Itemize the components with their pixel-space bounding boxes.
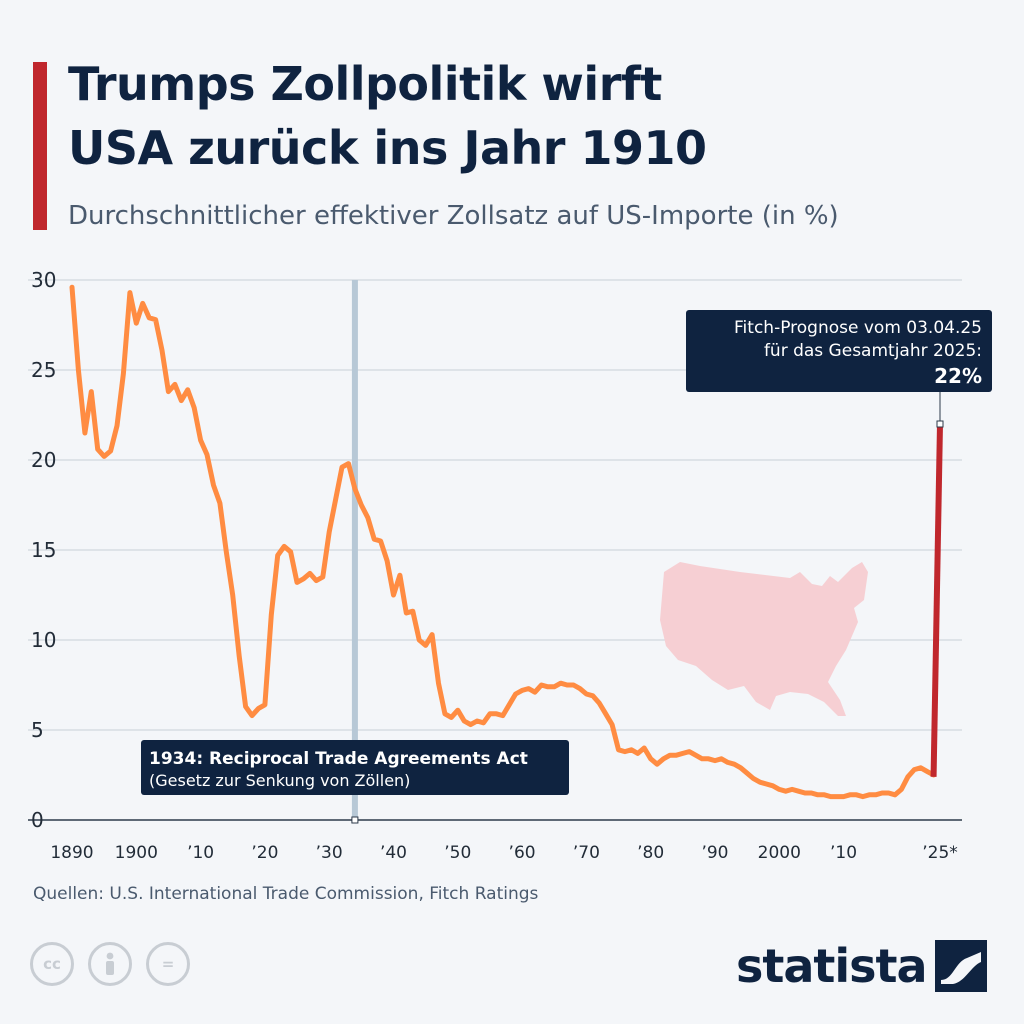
rtaa-anchor-marker bbox=[351, 816, 359, 824]
series-layer bbox=[69, 284, 943, 800]
x-tick-label: ’10 bbox=[187, 843, 214, 863]
line-chart: 0 5 10 15 20 25 30 1890 1900 ’10 ’20 ’30 ’40 ’50 ’60 ’… bbox=[28, 268, 992, 863]
creative-commons-icon[interactable]: cc bbox=[30, 942, 74, 986]
fitch-callout-value: 22% bbox=[934, 364, 982, 388]
y-tick-label: 25 bbox=[31, 358, 56, 382]
x-tick-label: ’70 bbox=[573, 843, 600, 863]
statista-logo-icon bbox=[934, 940, 987, 992]
chart-title: Trumps Zollpolitik wirft USA zurück ins … bbox=[68, 52, 998, 180]
x-axis-labels: 1890 1900 ’10 ’20 ’30 ’40 ’50 ’60 ’70 ’80 ’90 2000 ’… bbox=[50, 843, 957, 863]
x-tick-label: ’80 bbox=[637, 843, 664, 863]
license-icons: cc = bbox=[30, 942, 190, 986]
fitch-callout-line-2: für das Gesamtjahr 2025: bbox=[764, 341, 982, 361]
tariff-rate-line bbox=[69, 284, 937, 800]
chart-subtitle: Durchschnittlicher effektiver Zollsatz a… bbox=[68, 201, 839, 231]
x-tick-label: ’60 bbox=[509, 843, 536, 863]
brand-name: statista bbox=[736, 939, 928, 993]
title-line-1: Trumps Zollpolitik wirft bbox=[68, 57, 662, 111]
fitch-callout-line-1: Fitch-Prognose vom 03.04.25 bbox=[734, 318, 982, 338]
title-line-2: USA zurück ins Jahr 1910 bbox=[68, 121, 707, 175]
no-derivatives-icon[interactable]: = bbox=[146, 942, 190, 986]
rtaa-callout-box bbox=[141, 740, 569, 795]
y-tick-label: 15 bbox=[31, 538, 56, 562]
rtaa-callout-text: (Gesetz zur Senkung von Zöllen) bbox=[149, 771, 410, 790]
person-glyph bbox=[106, 952, 114, 975]
x-tick-label: ’25* bbox=[922, 843, 958, 863]
source-note: Quellen: U.S. International Trade Commis… bbox=[33, 884, 539, 904]
x-tick-label: ’30 bbox=[316, 843, 343, 863]
x-tick-label: ’50 bbox=[444, 843, 471, 863]
x-tick-label: 1890 bbox=[50, 843, 93, 863]
y-tick-label: 30 bbox=[31, 268, 56, 292]
accent-bar bbox=[33, 62, 47, 230]
fitch-projection-line bbox=[930, 423, 943, 777]
x-tick-label: 2000 bbox=[758, 843, 801, 863]
attribution-person-icon[interactable] bbox=[88, 942, 132, 986]
x-tick-label: 1900 bbox=[115, 843, 158, 863]
y-axis-labels: 0 5 10 15 20 25 30 bbox=[31, 268, 56, 832]
x-tick-label: ’20 bbox=[251, 843, 278, 863]
y-tick-label: 10 bbox=[31, 628, 56, 652]
usa-map-icon bbox=[660, 562, 868, 716]
statista-brand[interactable]: statista bbox=[736, 938, 987, 994]
x-tick-label: ’90 bbox=[701, 843, 728, 863]
y-tick-label: 5 bbox=[31, 718, 44, 742]
fitch-callout-box bbox=[686, 310, 992, 392]
x-tick-label: ’40 bbox=[380, 843, 407, 863]
rtaa-1934-highlight-band bbox=[351, 280, 358, 820]
rtaa-callout-title: 1934: Reciprocal Trade Agreements Act bbox=[149, 749, 528, 769]
fitch-anchor-marker bbox=[936, 420, 944, 428]
y-tick-label: 0 bbox=[31, 808, 44, 832]
x-tick-label: ’10 bbox=[830, 843, 857, 863]
y-tick-label: 20 bbox=[31, 448, 56, 472]
callout-layer: 1934: Reciprocal Trade Agreements Act (Ge… bbox=[141, 310, 992, 824]
